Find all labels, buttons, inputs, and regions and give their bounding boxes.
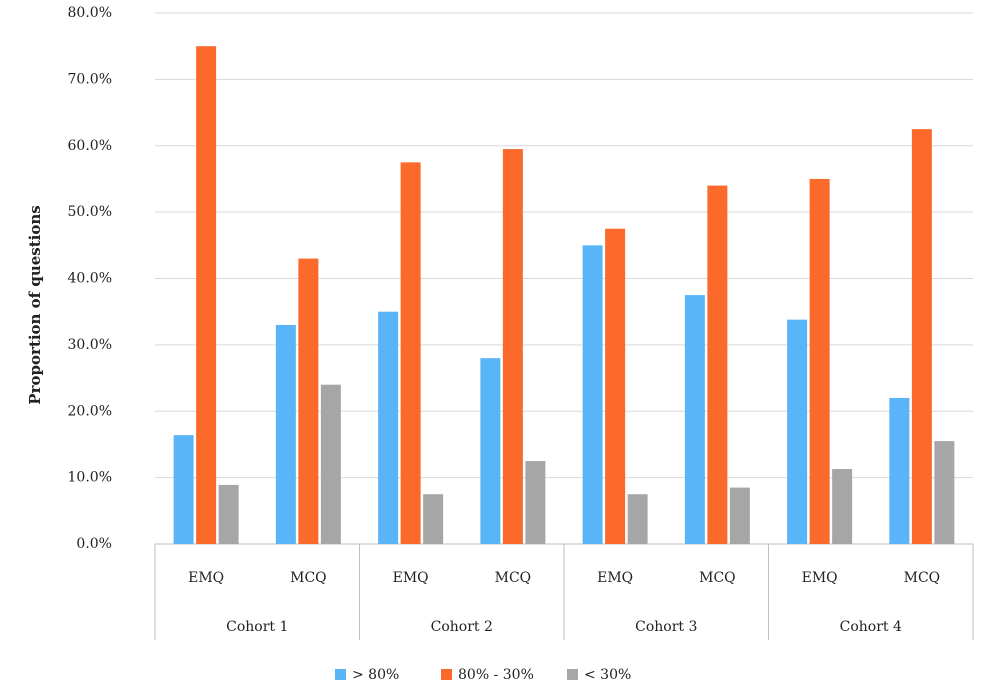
x-tick-label: EMQ: [802, 570, 838, 586]
bar: [218, 484, 239, 544]
legend-label: > 80%: [352, 667, 399, 683]
bar: [832, 468, 853, 544]
legend-label: 80% - 30%: [458, 667, 534, 683]
bar: [809, 178, 830, 544]
bar: [400, 162, 421, 544]
bar: [911, 129, 932, 544]
bar: [787, 319, 808, 544]
x-tick-label: EMQ: [597, 570, 633, 586]
x-tick-label: EMQ: [188, 570, 224, 586]
y-tick-label: 10.0%: [68, 470, 112, 486]
group-label: Cohort 1: [226, 619, 288, 635]
bar: [684, 295, 705, 544]
bar: [196, 46, 217, 544]
y-tick-label: 60.0%: [68, 138, 112, 154]
y-tick-label: 30.0%: [68, 337, 112, 353]
bar: [378, 311, 399, 544]
group-label: Cohort 2: [431, 619, 493, 635]
bar: [707, 185, 728, 544]
bar: [934, 441, 955, 544]
x-tick-label: MCQ: [290, 570, 327, 586]
bar: [298, 258, 319, 544]
x-tick-label: MCQ: [699, 570, 736, 586]
y-tick-label: 80.0%: [68, 5, 112, 21]
x-tick-label: MCQ: [904, 570, 941, 586]
y-tick-label: 50.0%: [68, 204, 112, 220]
y-tick-label: 70.0%: [68, 71, 112, 87]
group-label: Cohort 4: [840, 619, 902, 635]
legend-swatch: [335, 669, 346, 680]
legend-label: < 30%: [584, 667, 631, 683]
bar: [525, 461, 546, 544]
bar: [275, 324, 296, 544]
bar: [480, 358, 501, 544]
bar: [582, 245, 603, 544]
legend-swatch: [567, 669, 578, 680]
bar: [173, 435, 194, 544]
x-tick-label: MCQ: [495, 570, 532, 586]
legend-swatch: [441, 669, 452, 680]
bar: [889, 397, 910, 544]
y-axis-label: Proportion of questions: [26, 205, 44, 404]
bar: [605, 228, 626, 544]
y-tick-label: 0.0%: [76, 536, 112, 552]
bar: [502, 149, 523, 544]
bar: [423, 494, 444, 544]
y-tick-label: 20.0%: [68, 403, 112, 419]
bar: [320, 384, 341, 544]
y-tick-label: 40.0%: [68, 271, 112, 287]
group-label: Cohort 3: [635, 619, 697, 635]
bar: [729, 487, 750, 544]
x-tick-label: EMQ: [393, 570, 429, 586]
bar: [627, 494, 648, 544]
